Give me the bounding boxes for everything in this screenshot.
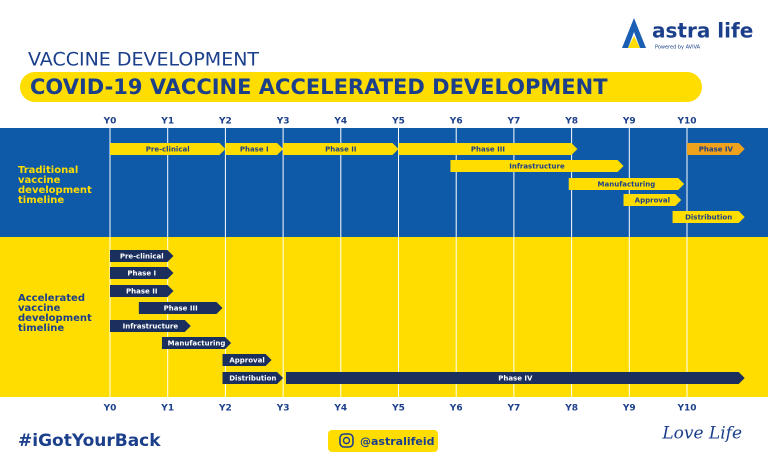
- timeline-bar: [110, 250, 174, 262]
- timeline-bar: [222, 372, 284, 384]
- hashtag: #iGotYourBack: [18, 431, 161, 451]
- bar-label: Phase II: [325, 146, 356, 154]
- bar-label: Phase IV: [699, 146, 734, 154]
- instagram-icon-lens: [342, 436, 351, 445]
- year-label-bottom: Y10: [676, 404, 696, 414]
- bar-label: Approval: [635, 197, 670, 205]
- timeline-bar: [283, 143, 399, 155]
- year-label-top: Y2: [218, 117, 232, 127]
- year-label-bottom: Y1: [160, 404, 174, 414]
- timeline-bar: [110, 285, 174, 297]
- bar-label: Phase III: [164, 305, 198, 313]
- logo-name: astra life: [652, 19, 753, 43]
- track-label: vaccine: [18, 175, 61, 186]
- timeline-bar: [110, 320, 191, 332]
- logo-mark-inner: [628, 36, 640, 48]
- logo-tagline: Powered by AVIVA: [655, 45, 701, 51]
- timeline-bar: [672, 211, 745, 223]
- bar-label: Phase I: [127, 270, 156, 278]
- track-label: Traditional: [18, 165, 78, 176]
- timeline-bar: [110, 143, 226, 155]
- timeline-bar: [225, 143, 284, 155]
- timeline-bar: [450, 160, 624, 172]
- bar-label: Distribution: [685, 214, 732, 222]
- year-label-bottom: Y3: [276, 404, 290, 414]
- title-pill: [20, 72, 702, 102]
- year-label-bottom: Y5: [391, 404, 405, 414]
- year-label-top: Y8: [564, 117, 578, 127]
- timeline-bar: [398, 143, 578, 155]
- timeline-bar: [161, 337, 232, 349]
- bar-label: Phase IV: [498, 375, 533, 383]
- bar-label: Manufacturing: [598, 181, 656, 189]
- bar-label: Phase III: [471, 146, 505, 154]
- year-label-top: Y1: [160, 117, 174, 127]
- bar-label: Approval: [229, 357, 264, 365]
- year-label-top: Y6: [449, 117, 463, 127]
- title: COVID-19 VACCINE ACCELERATED DEVELOPMENT: [30, 75, 608, 99]
- accelerated-band: [0, 237, 768, 397]
- timeline-bar: [687, 143, 745, 155]
- timeline-bar: [623, 194, 682, 206]
- year-label-bottom: Y8: [564, 404, 578, 414]
- year-label-bottom: Y4: [333, 404, 347, 414]
- bar-label: Phase II: [126, 288, 157, 296]
- bar-label: Pre-clinical: [146, 146, 190, 154]
- year-label-bottom: Y2: [218, 404, 232, 414]
- year-label-top: Y4: [333, 117, 347, 127]
- track-label: Accelerated: [18, 293, 85, 304]
- logo-mark: [622, 18, 646, 48]
- bar-label: Manufacturing: [168, 340, 226, 348]
- year-label-top: Y0: [103, 117, 117, 127]
- year-label-bottom: Y7: [507, 404, 521, 414]
- timeline-bar: [138, 302, 223, 314]
- year-label-bottom: Y0: [103, 404, 117, 414]
- timeline-bar: [568, 178, 685, 190]
- bar-label: Distribution: [229, 375, 276, 383]
- bar-label: Infrastructure: [509, 163, 565, 171]
- year-label-top: Y10: [676, 117, 696, 127]
- subtitle: VACCINE DEVELOPMENT: [28, 49, 259, 71]
- track-label: timeline: [18, 323, 64, 334]
- bar-label: Pre-clinical: [120, 253, 164, 261]
- track-label: timeline: [18, 195, 64, 206]
- year-label-bottom: Y9: [622, 404, 636, 414]
- year-label-top: Y5: [391, 117, 405, 127]
- bar-label: Phase I: [240, 146, 269, 154]
- year-label-bottom: Y6: [449, 404, 463, 414]
- instagram-pill: [328, 430, 438, 452]
- track-label: vaccine: [18, 303, 61, 314]
- slogan: Love Life: [661, 424, 742, 444]
- instagram-icon: [339, 433, 354, 448]
- instagram: @astralifeid: [360, 435, 435, 448]
- year-label-top: Y3: [276, 117, 290, 127]
- bar-label: Infrastructure: [123, 323, 179, 331]
- track-label: development: [18, 185, 92, 196]
- track-label: development: [18, 313, 92, 324]
- timeline-bar: [110, 267, 174, 279]
- timeline-bar: [285, 372, 745, 384]
- year-label-top: Y7: [507, 117, 521, 127]
- timeline-bar: [222, 354, 272, 366]
- year-label-top: Y9: [622, 117, 636, 127]
